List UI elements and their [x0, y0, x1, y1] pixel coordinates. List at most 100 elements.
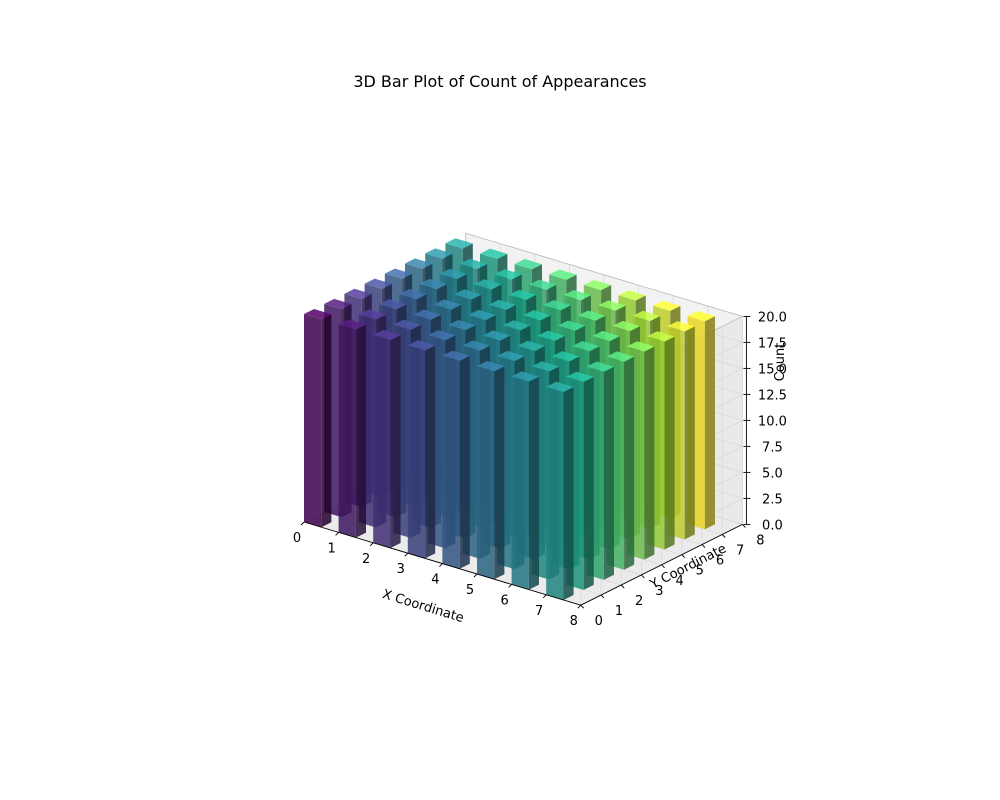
bar-top-face	[618, 290, 646, 301]
bar-top-face	[572, 341, 600, 352]
bar-top-face	[480, 248, 508, 259]
bar-top-face	[445, 238, 473, 249]
bar-side-face	[603, 366, 614, 580]
bar-top-face	[324, 298, 352, 310]
y-tick-mark	[661, 564, 665, 569]
bar-top-face	[407, 340, 436, 351]
x-tick-label: 0	[293, 531, 301, 546]
y-tick-mark	[600, 594, 605, 599]
bar-top-face	[511, 371, 539, 382]
bar-top-face	[583, 279, 612, 291]
bar-top-face	[482, 330, 511, 341]
y-tick-mark	[681, 554, 686, 559]
bar-front-face	[304, 314, 322, 528]
bar	[477, 361, 505, 580]
bar-top-face	[592, 330, 620, 342]
y-tick-label: 5	[696, 564, 704, 579]
bar-top-face	[632, 310, 661, 321]
bar-top-face	[514, 259, 542, 270]
bar-top-face	[667, 321, 695, 332]
bar-side-face	[563, 387, 574, 600]
x-tick-mark	[473, 573, 478, 578]
bar-top-face	[364, 278, 392, 289]
z-tick-label: 7.5	[762, 440, 783, 455]
bar-top-face	[428, 330, 456, 341]
bar	[442, 350, 470, 569]
bar-top-face	[405, 258, 433, 269]
bar-top-face	[508, 289, 537, 300]
y-tick-label: 2	[635, 594, 643, 609]
bar-top-face	[531, 361, 560, 372]
y-tick-label: 8	[756, 533, 764, 548]
z-tick-label: 2.5	[762, 492, 783, 507]
x-tick-label: 4	[431, 573, 439, 588]
x-axis-label: X Coordinate	[381, 587, 466, 626]
bar	[373, 329, 401, 548]
bar-top-face	[373, 329, 401, 340]
y-tick-mark	[721, 534, 726, 538]
bar-top-face	[474, 279, 502, 290]
y-tick-label: 4	[675, 574, 683, 589]
bar-front-face	[511, 376, 529, 590]
bar-front-face	[373, 334, 391, 548]
bar-top-face	[393, 319, 421, 330]
bar-top-face	[358, 309, 387, 320]
bar-side-face	[321, 314, 332, 528]
x-tick-label: 7	[535, 604, 543, 619]
bar-top-face	[606, 351, 635, 362]
bar	[546, 381, 574, 600]
bar-side-face	[390, 335, 401, 548]
bar-front-face	[546, 386, 564, 600]
z-tick-label: 17.5	[758, 336, 787, 351]
bars	[304, 238, 715, 600]
bar	[338, 319, 366, 538]
x-tick-label: 3	[397, 562, 405, 577]
bar-top-face	[442, 350, 470, 361]
y-tick-label: 0	[595, 614, 603, 629]
bar-top-face	[552, 351, 580, 362]
bar-top-face	[425, 248, 453, 259]
bar-side-face	[494, 366, 505, 580]
bar-side-face	[459, 355, 470, 569]
y-tick-mark	[701, 544, 706, 548]
bar	[304, 309, 332, 528]
x-tick-mark	[300, 521, 305, 526]
bar-top-face	[612, 320, 640, 332]
bar-top-face	[477, 361, 505, 372]
x-tick-mark	[404, 552, 409, 557]
chart-title: 3D Bar Plot of Count of Appearances	[353, 72, 647, 91]
bar-top-face	[488, 299, 516, 310]
x-tick-mark	[508, 584, 512, 588]
bar-top-face	[379, 299, 407, 310]
z-tick-label: 12.5	[758, 388, 787, 403]
bar-top-face	[462, 340, 490, 351]
bar-top-face	[419, 278, 447, 290]
x-tick-mark	[439, 563, 443, 567]
z-tick-label: 15.0	[758, 362, 787, 377]
bar-top-face	[557, 320, 586, 331]
x-tick-mark	[577, 604, 582, 609]
bar-top-face	[304, 309, 332, 320]
z-tick-label: 0.0	[762, 518, 783, 533]
bar-top-face	[494, 269, 522, 280]
bar-top-face	[497, 350, 525, 362]
bar-top-face	[578, 310, 606, 321]
z-axis-label: Count	[773, 343, 788, 382]
bar-top-face	[399, 289, 427, 300]
y-tick-label: 1	[615, 604, 623, 619]
bar-top-face	[598, 300, 626, 311]
y-tick-mark	[742, 524, 746, 528]
y-tick-mark	[620, 584, 625, 589]
x-tick-label: 5	[466, 583, 474, 598]
x-tick-label: 1	[327, 541, 335, 556]
bar-top-face	[647, 331, 675, 342]
bar-top-face	[586, 361, 614, 372]
bar-top-face	[563, 290, 591, 301]
x-tick-mark	[369, 542, 374, 547]
bar	[407, 340, 436, 559]
bar-top-face	[653, 300, 681, 311]
bar-front-face	[407, 345, 426, 559]
bar-side-face	[624, 356, 635, 570]
x-tick-label: 2	[362, 552, 370, 567]
